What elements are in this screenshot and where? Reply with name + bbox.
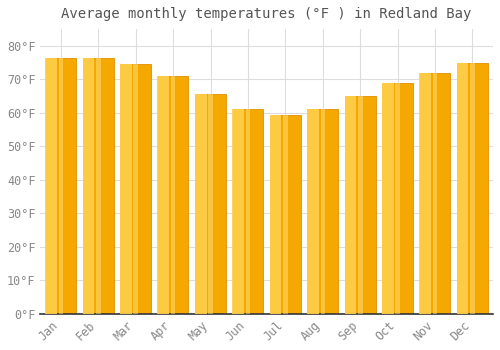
- Bar: [208, 94, 213, 314]
- Bar: [420, 72, 431, 314]
- Bar: [120, 64, 151, 314]
- Bar: [58, 57, 63, 314]
- Title: Average monthly temperatures (°F ) in Redland Bay: Average monthly temperatures (°F ) in Re…: [62, 7, 472, 21]
- Bar: [83, 57, 114, 314]
- Bar: [46, 57, 76, 314]
- Bar: [82, 57, 94, 314]
- Bar: [457, 63, 468, 314]
- Bar: [308, 110, 338, 314]
- Bar: [171, 76, 175, 314]
- Bar: [307, 110, 319, 314]
- Bar: [134, 64, 138, 314]
- Bar: [195, 94, 226, 314]
- Bar: [232, 110, 264, 314]
- Bar: [120, 64, 132, 314]
- Bar: [433, 72, 438, 314]
- Bar: [283, 114, 288, 314]
- Bar: [345, 96, 376, 314]
- Bar: [270, 114, 300, 314]
- Bar: [246, 110, 250, 314]
- Bar: [382, 83, 394, 314]
- Bar: [45, 57, 57, 314]
- Bar: [195, 94, 206, 314]
- Bar: [470, 63, 475, 314]
- Bar: [270, 114, 281, 314]
- Bar: [396, 83, 400, 314]
- Bar: [382, 83, 413, 314]
- Bar: [158, 76, 188, 314]
- Bar: [344, 96, 356, 314]
- Bar: [232, 110, 244, 314]
- Bar: [420, 72, 450, 314]
- Bar: [358, 96, 362, 314]
- Bar: [158, 76, 169, 314]
- Bar: [457, 63, 488, 314]
- Bar: [96, 57, 100, 314]
- Bar: [320, 110, 325, 314]
